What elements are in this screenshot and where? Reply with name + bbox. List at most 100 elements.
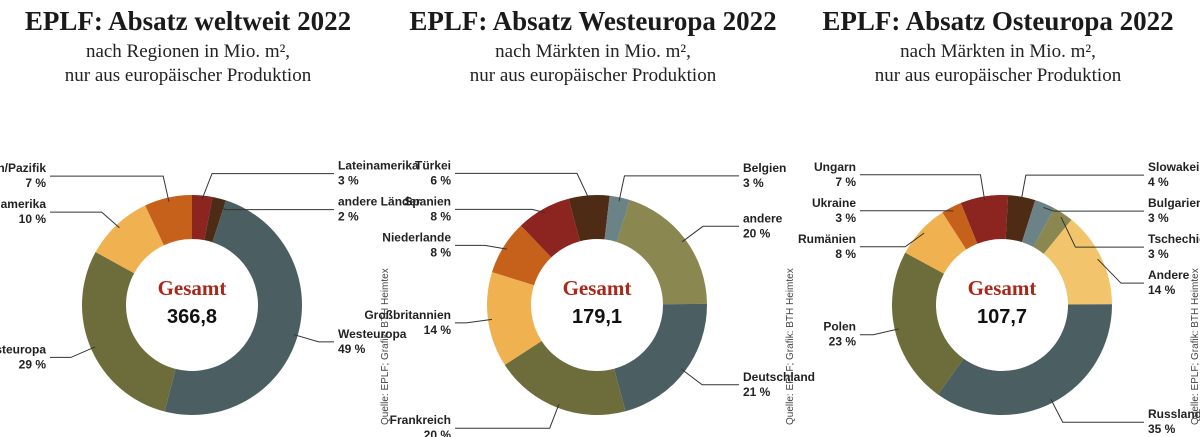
leader-line bbox=[681, 368, 739, 386]
value-label: 4 % bbox=[1148, 175, 1169, 189]
slice-label: Andere bbox=[1148, 268, 1190, 282]
donut-slice bbox=[960, 194, 1009, 244]
source-note: Quelle: EPLF; Grafik: BTH Heimtex bbox=[785, 268, 796, 425]
chart-title: EPLF: Absatz Osteuropa 2022 bbox=[822, 6, 1173, 36]
donut-slice bbox=[604, 195, 630, 243]
donut-slice bbox=[1043, 219, 1112, 305]
slice-label: Türkei bbox=[415, 158, 451, 172]
source-note: Quelle: EPLF; Grafik: BTH Heimtex bbox=[1190, 268, 1200, 425]
donut-slice bbox=[614, 303, 707, 412]
value-label: 8 % bbox=[430, 209, 451, 223]
center-label: Gesamt bbox=[158, 276, 227, 300]
slice-label: Russland bbox=[1148, 407, 1200, 421]
donut-slice bbox=[192, 195, 213, 241]
donut-slice bbox=[95, 205, 164, 274]
leader-line bbox=[293, 334, 334, 343]
slice-label: Spanien bbox=[404, 194, 451, 208]
value-label: 29 % bbox=[19, 357, 47, 371]
slice-label: Ungarn bbox=[814, 160, 856, 174]
donut-slice bbox=[937, 304, 1112, 415]
leader-line bbox=[1043, 206, 1144, 212]
slice-label: andere Länder bbox=[338, 195, 421, 209]
slice-label: Rumänien bbox=[798, 232, 856, 246]
value-label: 14 % bbox=[1148, 283, 1176, 297]
leader-line bbox=[1060, 216, 1144, 248]
donut-slice bbox=[520, 198, 580, 258]
chart-title: EPLF: Absatz weltweit 2022 bbox=[25, 6, 351, 36]
source-note: Quelle: EPLF; Grafik: BTH Heimtex bbox=[380, 268, 391, 425]
donut-slice bbox=[905, 212, 967, 274]
leader-line bbox=[1020, 174, 1144, 201]
leader-line bbox=[455, 172, 590, 200]
value-label: 3 % bbox=[1148, 247, 1169, 261]
value-label: 8 % bbox=[835, 247, 856, 261]
donut-slice bbox=[504, 340, 626, 415]
leader-line bbox=[1097, 258, 1144, 284]
leader-line bbox=[50, 175, 170, 202]
leader-line bbox=[860, 328, 899, 336]
donut-slice bbox=[942, 203, 978, 250]
leader-line bbox=[201, 173, 334, 200]
total-value: 366,8 bbox=[167, 306, 217, 328]
chart-subtitle: nur aus europäischer Produktion bbox=[470, 65, 717, 86]
leader-line bbox=[618, 175, 739, 202]
value-label: 7 % bbox=[835, 175, 856, 189]
value-label: 3 % bbox=[338, 174, 359, 188]
value-label: 3 % bbox=[835, 211, 856, 225]
slice-label: Nordamerika bbox=[0, 197, 46, 211]
leader-line bbox=[455, 403, 560, 429]
slice-label: Asien/Pazifik bbox=[0, 161, 46, 175]
donut-slice bbox=[145, 195, 192, 246]
slice-label: Frankreich bbox=[390, 413, 451, 427]
leader-line bbox=[455, 318, 493, 324]
slice-label: Westeuropa bbox=[338, 327, 407, 341]
leader-line bbox=[1050, 398, 1144, 423]
value-label: 14 % bbox=[424, 323, 452, 337]
value-label: 10 % bbox=[19, 212, 47, 226]
leader-line bbox=[681, 225, 739, 243]
total-value: 107,7 bbox=[977, 306, 1027, 328]
value-label: 3 % bbox=[743, 176, 764, 190]
value-label: 20 % bbox=[743, 226, 771, 240]
slice-label: Slowakei bbox=[1148, 160, 1199, 174]
donut-slice bbox=[616, 200, 707, 305]
value-label: 2 % bbox=[338, 210, 359, 224]
leader-line bbox=[455, 208, 546, 214]
value-label: 35 % bbox=[1148, 422, 1176, 436]
slice-label: Großbritannien bbox=[364, 308, 451, 322]
value-label: 8 % bbox=[430, 245, 451, 259]
value-label: 6 % bbox=[430, 173, 451, 187]
leader-line bbox=[50, 211, 120, 229]
slice-label: Belgien bbox=[743, 161, 786, 175]
slice-label: Bulgarien bbox=[1148, 196, 1200, 210]
chart-subtitle: nach Regionen in Mio. m², bbox=[86, 41, 290, 62]
slice-label: Tschechien bbox=[1148, 232, 1200, 246]
donut-slice bbox=[204, 196, 226, 243]
slice-label: Lateinamerika bbox=[338, 159, 419, 173]
slice-label: Ukraine bbox=[812, 196, 856, 210]
value-label: 21 % bbox=[743, 385, 771, 399]
leader-line bbox=[860, 232, 925, 248]
donut-slice bbox=[1021, 200, 1055, 247]
value-label: 23 % bbox=[829, 335, 857, 349]
slice-label: Deutschland bbox=[743, 370, 815, 384]
value-label: 20 % bbox=[424, 428, 452, 437]
value-label: 7 % bbox=[25, 176, 46, 190]
center-label: Gesamt bbox=[563, 276, 632, 300]
chart-subtitle: nur aus europäischer Produktion bbox=[65, 65, 312, 86]
donut-slice bbox=[568, 194, 610, 242]
chart-title: EPLF: Absatz Westeuropa 2022 bbox=[409, 6, 776, 36]
leader-line bbox=[860, 174, 986, 201]
value-label: 49 % bbox=[338, 342, 366, 356]
slice-label: Osteuropa bbox=[0, 342, 46, 356]
slice-label: Polen bbox=[823, 320, 856, 334]
slice-label: andere bbox=[743, 211, 783, 225]
leader-line bbox=[455, 244, 507, 250]
donut-slice bbox=[164, 200, 302, 415]
value-label: 3 % bbox=[1148, 211, 1169, 225]
donut-slice bbox=[891, 252, 964, 395]
leader-line bbox=[50, 346, 95, 358]
donut-slice bbox=[492, 225, 552, 286]
chart-subtitle: nach Märkten in Mio. m², bbox=[900, 41, 1096, 62]
